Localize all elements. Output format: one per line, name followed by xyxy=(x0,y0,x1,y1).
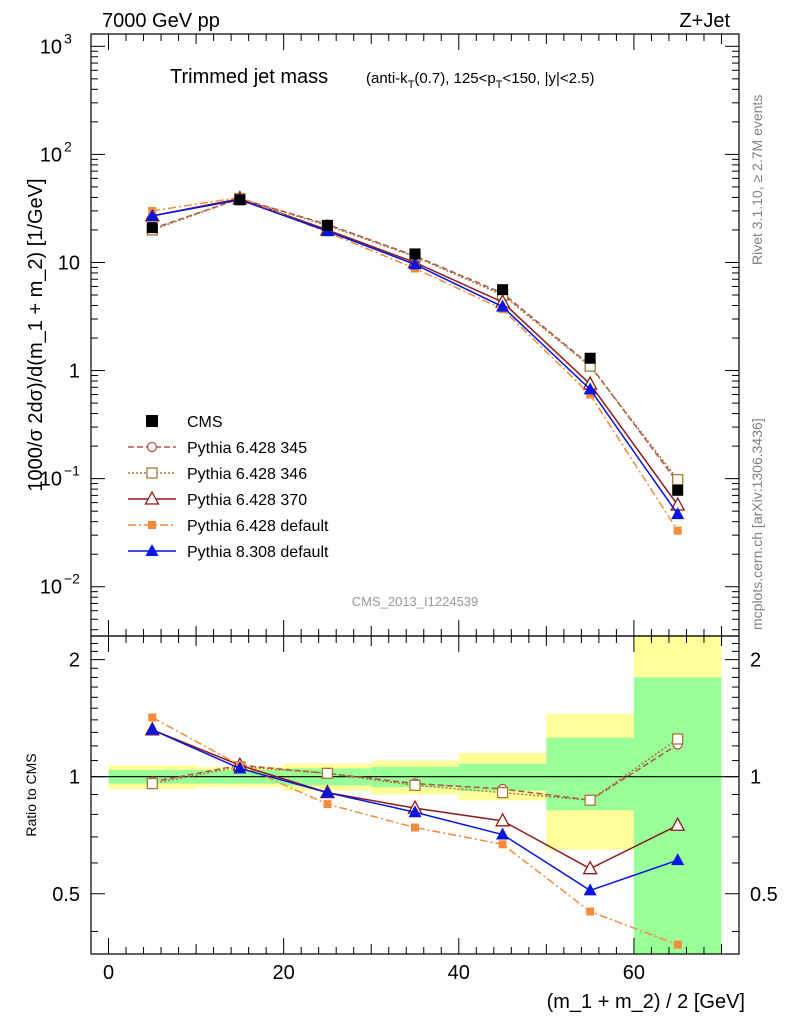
cms-data-point-5 xyxy=(584,352,596,364)
legend-marker-2 xyxy=(146,467,158,479)
main-y-tick-exponent-1: −1 xyxy=(64,463,80,479)
header-energy: 7000 GeV pp xyxy=(102,10,220,32)
ratio-marker-series-4-6 xyxy=(671,853,685,866)
ratio-marker-series-4-1 xyxy=(233,761,247,774)
cms-data-point-3 xyxy=(409,248,421,260)
mcplots-credit-label: mcplots.cern.ch [arXiv:1306.3436] xyxy=(749,418,765,630)
rivet-version-label: Rivet 3.1.10, ≥ 2.7M events xyxy=(749,95,765,265)
ratio-y-tick-label-right-1: 1 xyxy=(750,767,761,789)
legend-label-1: Pythia 6.428 345 xyxy=(187,440,307,457)
main-y-axis-label: 1000/σ 2dσ)/d(m_1 + m_2) [1/GeV] xyxy=(25,178,47,491)
ratio-marker-series-1-3 xyxy=(409,779,421,791)
x-tick-label-3: 60 xyxy=(623,962,645,984)
x-axis-label: (m_1 + m_2) / 2 [GeV] xyxy=(547,991,745,1013)
ratio-marker-series-1-5 xyxy=(584,794,596,806)
ratio-marker-series-3-6 xyxy=(673,940,682,949)
legend-label-2: Pythia 6.428 346 xyxy=(187,466,307,483)
cms-data-point-1 xyxy=(234,194,246,206)
main-marker-series-3-6 xyxy=(673,526,682,535)
legend: CMS Pythia 6.428 345 Pythia 6.428 346 Pythi… xyxy=(128,414,329,561)
main-line-series-2 xyxy=(152,197,679,506)
legend-label-3: Pythia 6.428 370 xyxy=(187,492,307,509)
main-y-tick-label-0: 10 xyxy=(40,577,62,599)
ratio-marker-series-1-2 xyxy=(321,767,334,779)
ratio-marker-series-4-2 xyxy=(320,785,334,798)
main-marker-series-4-5 xyxy=(583,382,597,395)
legend-label-4: Pythia 6.428 default xyxy=(187,518,329,535)
ratio-marker-series-1-0 xyxy=(146,777,158,790)
main-y-tick-exponent-0: −2 xyxy=(64,571,80,587)
ratio-y-tick-label-1: 1 xyxy=(69,767,80,789)
ratio-marker-series-3-5 xyxy=(586,907,595,916)
main-y-tick-label-1: 10 xyxy=(40,469,62,491)
ratio-y-tick-label-2: 2 xyxy=(69,650,80,672)
ratio-uncertainty-bands xyxy=(108,636,722,954)
ratio-marker-series-3-0 xyxy=(148,713,157,722)
legend-marker-cms xyxy=(146,415,158,427)
ratio-y-tick-label-0: 0.5 xyxy=(52,884,80,906)
cms-data-point-4 xyxy=(497,284,509,296)
legend-label-0: CMS xyxy=(187,414,223,431)
ratio-y-tick-label-right-2: 2 xyxy=(750,650,761,672)
ratio-marker-series-3-3 xyxy=(411,823,419,832)
main-marker-series-1-6 xyxy=(672,473,684,486)
header-process: Z+Jet xyxy=(679,10,730,32)
x-tick-label-0: 0 xyxy=(103,962,114,984)
main-marker-series-3-5 xyxy=(586,390,595,399)
ratio-marker-series-4-0 xyxy=(145,722,159,735)
main-marker-series-4-0 xyxy=(145,208,159,221)
analysis-watermark: CMS_2013_I1224539 xyxy=(352,594,479,609)
main-y-tick-label-4: 10 xyxy=(40,144,62,166)
ratio-y-tick-label-right-0: 0.5 xyxy=(750,884,778,906)
ratio-marker-series-1-6 xyxy=(672,733,684,745)
legend-marker-5 xyxy=(145,544,159,556)
main-marker-series-4-6 xyxy=(671,507,685,520)
ratio-marker-series-4-3 xyxy=(408,805,422,818)
main-marker-series-4-3 xyxy=(408,257,422,270)
main-y-tick-label-3: 10 xyxy=(58,252,80,274)
ratio-green-band-6 xyxy=(633,677,722,954)
ratio-marker-series-2-5 xyxy=(582,860,598,875)
ratio-marker-series-3-4 xyxy=(498,840,507,849)
ratio-y-axis-label: Ratio to CMS xyxy=(23,753,39,836)
ratio-marker-series-2-6 xyxy=(670,816,686,831)
ratio-marker-series-2-4 xyxy=(494,812,511,827)
plot-title: Trimmed jet mass (anti-kT(0.7), 125<pT<1… xyxy=(170,66,595,91)
title-main: Trimmed jet mass xyxy=(170,66,328,88)
main-series-group xyxy=(144,190,686,535)
x-tick-label-1: 20 xyxy=(273,962,295,984)
cms-data-point-0 xyxy=(146,222,158,234)
ratio-marker-series-3-2 xyxy=(323,800,332,809)
main-marker-series-4-4 xyxy=(496,299,510,312)
ratio-series-group xyxy=(144,713,686,949)
main-line-series-1 xyxy=(152,197,679,481)
legend-marker-4 xyxy=(148,521,156,529)
legend-marker-3 xyxy=(144,490,160,505)
main-y-tick-exponent-4: 2 xyxy=(64,138,72,154)
legend-label-5: Pythia 8.308 default xyxy=(187,544,329,561)
x-tick-label-2: 40 xyxy=(448,962,470,984)
main-y-tick-label-2: 1 xyxy=(69,361,80,383)
main-y-tick-label-5: 10 xyxy=(40,36,62,58)
cms-data-point-2 xyxy=(321,219,333,231)
cms-data-point-6 xyxy=(672,484,684,496)
main-y-tick-exponent-5: 3 xyxy=(64,30,72,46)
legend-marker-1 xyxy=(146,441,158,453)
ratio-marker-series-1-4 xyxy=(496,786,509,799)
title-cuts: (anti-kT(0.7), 125<pT<150, |y|<2.5) xyxy=(366,70,595,91)
ratio-plot-frame xyxy=(90,635,740,955)
ratio-marker-series-4-5 xyxy=(583,883,597,896)
ratio-marker-series-4-4 xyxy=(496,827,510,840)
